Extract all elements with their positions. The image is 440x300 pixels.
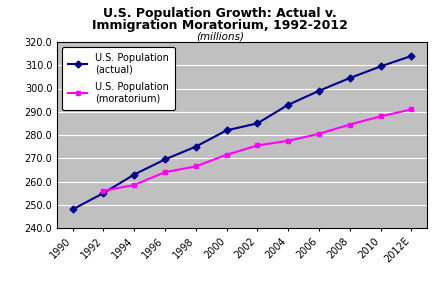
Line: U.S. Population
(moratorium): U.S. Population (moratorium) [101,107,414,193]
U.S. Population
(actual) [132,173,137,176]
U.S. Population
(actual) [162,158,168,161]
U.S. Population
(actual) [224,128,229,132]
U.S. Population
(moratorium) [132,183,137,187]
Legend: U.S. Population
(actual), U.S. Population
(moratorium): U.S. Population (actual), U.S. Populatio… [62,47,175,110]
U.S. Population
(actual) [347,76,352,80]
U.S. Population
(moratorium) [101,189,106,193]
U.S. Population
(actual) [409,54,414,58]
Text: Immigration Moratorium, 1992-2012: Immigration Moratorium, 1992-2012 [92,20,348,32]
Text: (millions): (millions) [196,32,244,41]
U.S. Population
(moratorium) [255,144,260,147]
U.S. Population
(moratorium) [316,132,322,136]
U.S. Population
(actual) [70,208,75,211]
U.S. Population
(moratorium) [162,170,168,174]
U.S. Population
(moratorium) [193,165,198,168]
U.S. Population
(actual) [316,89,322,93]
U.S. Population
(actual) [255,122,260,125]
Line: U.S. Population
(actual): U.S. Population (actual) [70,53,414,212]
U.S. Population
(moratorium) [347,123,352,126]
U.S. Population
(actual) [378,64,383,68]
U.S. Population
(moratorium) [224,153,229,157]
U.S. Population
(moratorium) [378,115,383,118]
U.S. Population
(moratorium) [409,108,414,111]
U.S. Population
(actual) [193,145,198,148]
U.S. Population
(actual) [286,103,291,106]
U.S. Population
(moratorium) [286,139,291,142]
Text: U.S. Population Growth: Actual v.: U.S. Population Growth: Actual v. [103,8,337,20]
U.S. Population
(actual) [101,191,106,195]
